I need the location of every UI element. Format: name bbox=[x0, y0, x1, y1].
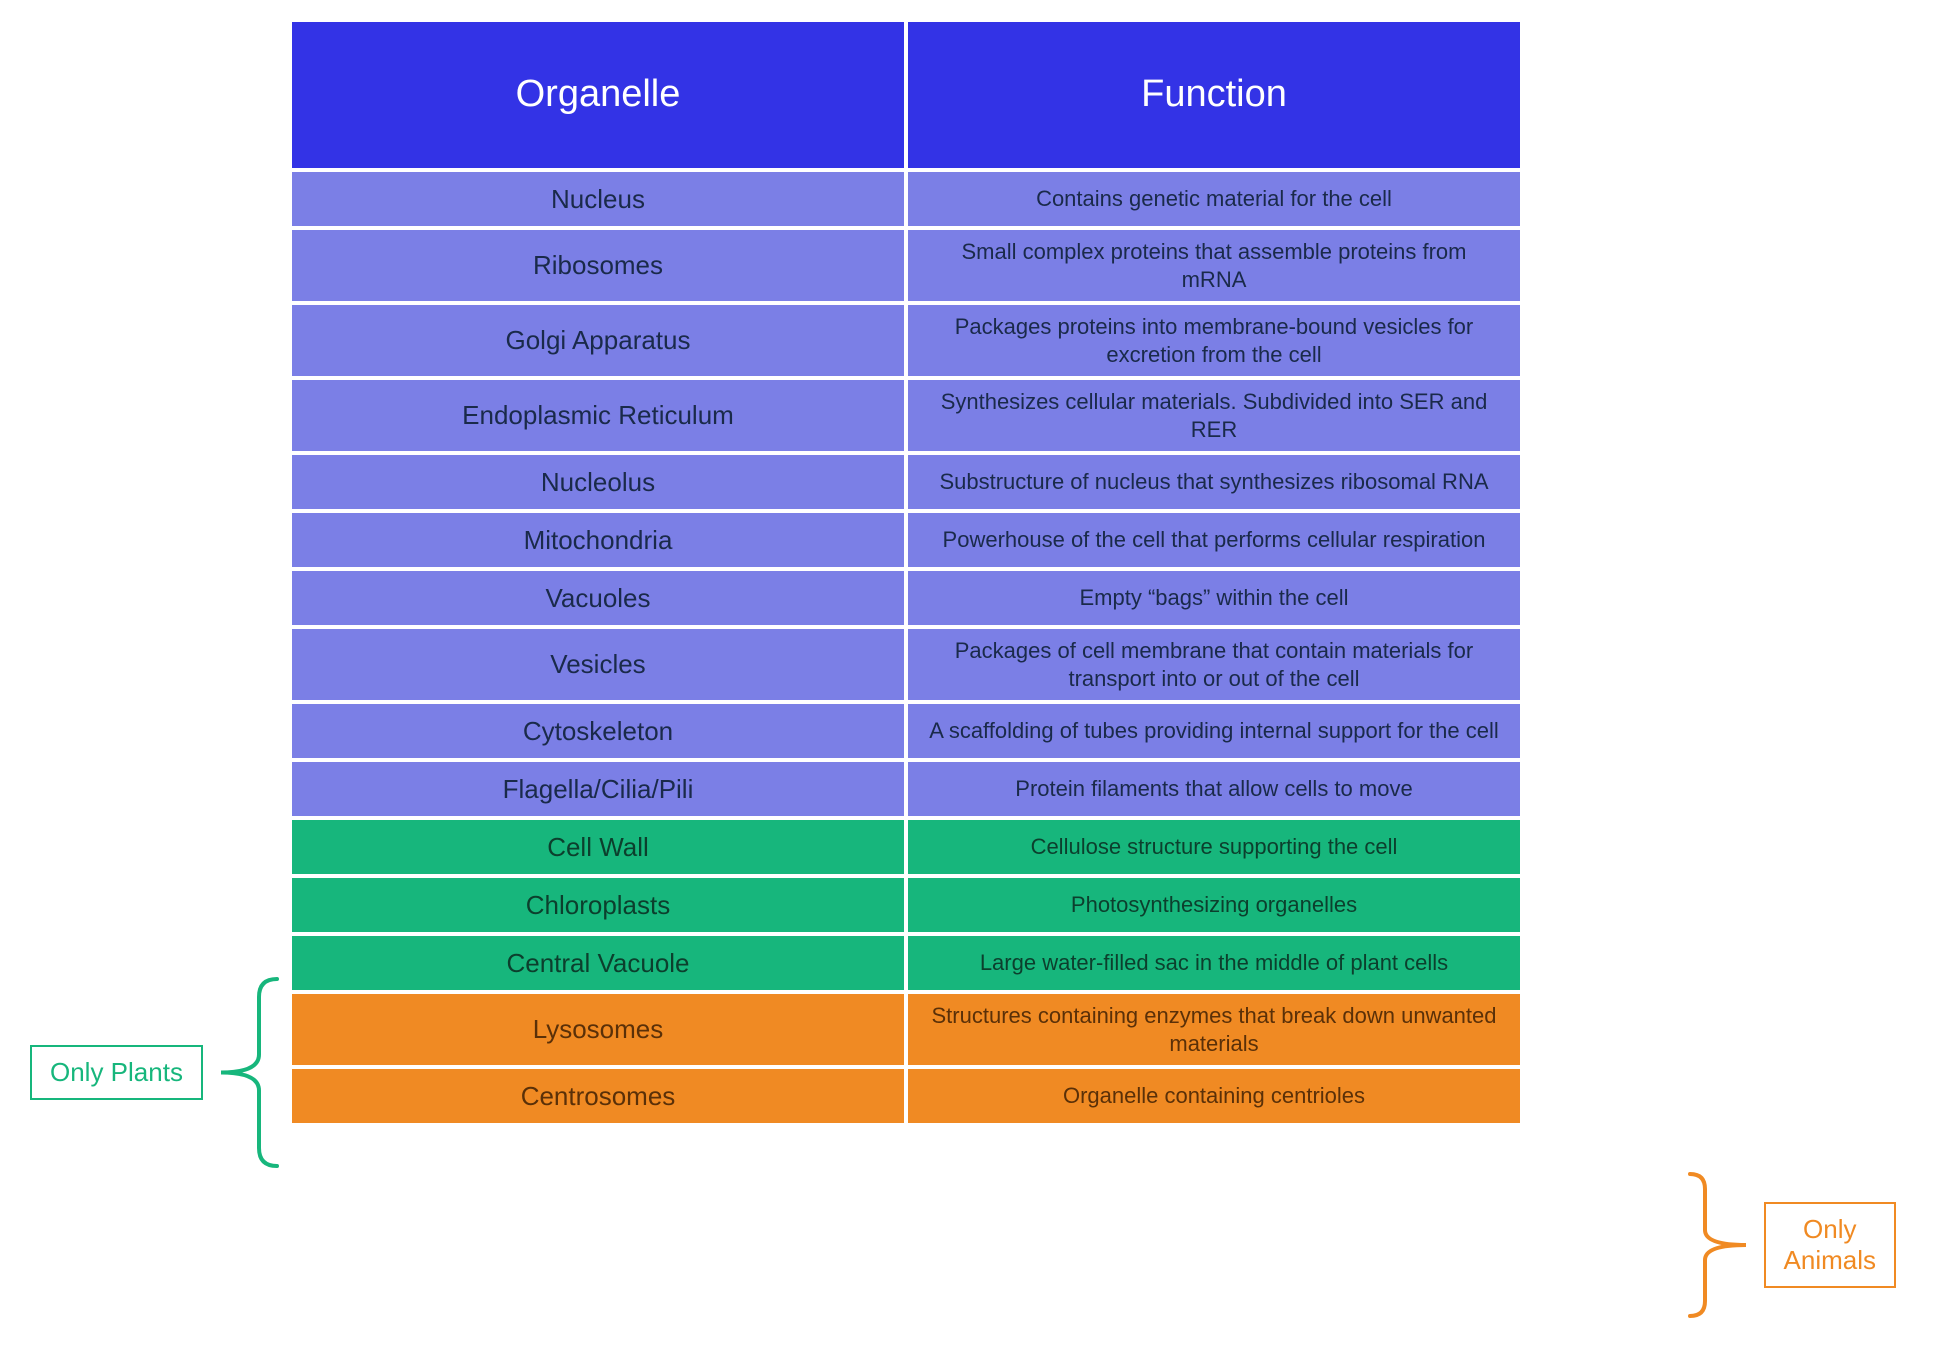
table-row: NucleolusSubstructure of nucleus that sy… bbox=[290, 453, 1522, 511]
organelle-name: Chloroplasts bbox=[290, 876, 906, 934]
organelle-name: Mitochondria bbox=[290, 511, 906, 569]
organelle-function: Large water-filled sac in the middle of … bbox=[906, 934, 1522, 992]
col-header-function: Function bbox=[906, 20, 1522, 170]
table-body: NucleusContains genetic material for the… bbox=[290, 170, 1522, 1125]
organelle-name: Ribosomes bbox=[290, 228, 906, 303]
organelle-function: Cellulose structure supporting the cell bbox=[906, 818, 1522, 876]
table-row: VesiclesPackages of cell membrane that c… bbox=[290, 627, 1522, 702]
organelle-function: Photosynthesizing organelles bbox=[906, 876, 1522, 934]
table-row: MitochondriaPowerhouse of the cell that … bbox=[290, 511, 1522, 569]
organelle-function: Protein filaments that allow cells to mo… bbox=[906, 760, 1522, 818]
organelle-function: Packages of cell membrane that contain m… bbox=[906, 627, 1522, 702]
table-row: NucleusContains genetic material for the… bbox=[290, 170, 1522, 228]
organelle-name: Cytoskeleton bbox=[290, 702, 906, 760]
annotation-label-animals: Only Animals bbox=[1764, 1202, 1896, 1288]
organelle-function: A scaffolding of tubes providing interna… bbox=[906, 702, 1522, 760]
organelle-function: Structures containing enzymes that break… bbox=[906, 992, 1522, 1067]
organelle-table: Organelle Function NucleusContains genet… bbox=[290, 20, 1522, 1125]
brace-icon bbox=[1686, 1170, 1756, 1320]
organelle-function: Synthesizes cellular materials. Subdivid… bbox=[906, 378, 1522, 453]
table-row: ChloroplastsPhotosynthesizing organelles bbox=[290, 876, 1522, 934]
organelle-function: Organelle containing centrioles bbox=[906, 1067, 1522, 1125]
organelle-name: Vesicles bbox=[290, 627, 906, 702]
organelle-function: Empty “bags” within the cell bbox=[906, 569, 1522, 627]
organelle-name: Endoplasmic Reticulum bbox=[290, 378, 906, 453]
organelle-name: Central Vacuole bbox=[290, 934, 906, 992]
brace-icon bbox=[211, 975, 281, 1170]
annotation-only-animals: Only Animals bbox=[1522, 1170, 1896, 1320]
organelle-name: Golgi Apparatus bbox=[290, 303, 906, 378]
organelle-function: Substructure of nucleus that synthesizes… bbox=[906, 453, 1522, 511]
table-row: Flagella/Cilia/PiliProtein filaments tha… bbox=[290, 760, 1522, 818]
organelle-function: Packages proteins into membrane-bound ve… bbox=[906, 303, 1522, 378]
organelle-function: Small complex proteins that assemble pro… bbox=[906, 228, 1522, 303]
annotation-label-plants: Only Plants bbox=[30, 1045, 203, 1100]
annotation-only-plants: Only Plants bbox=[30, 975, 290, 1170]
table-row: CentrosomesOrganelle containing centriol… bbox=[290, 1067, 1522, 1125]
organelle-name: Centrosomes bbox=[290, 1067, 906, 1125]
organelle-function: Powerhouse of the cell that performs cel… bbox=[906, 511, 1522, 569]
table-row: Golgi ApparatusPackages proteins into me… bbox=[290, 303, 1522, 378]
table-row: CytoskeletonA scaffolding of tubes provi… bbox=[290, 702, 1522, 760]
organelle-name: Cell Wall bbox=[290, 818, 906, 876]
table-header-row: Organelle Function bbox=[290, 20, 1522, 170]
table-row: VacuolesEmpty “bags” within the cell bbox=[290, 569, 1522, 627]
col-header-organelle: Organelle bbox=[290, 20, 906, 170]
organelle-name: Vacuoles bbox=[290, 569, 906, 627]
organelle-function: Contains genetic material for the cell bbox=[906, 170, 1522, 228]
table-row: Cell WallCellulose structure supporting … bbox=[290, 818, 1522, 876]
table-row: LysosomesStructures containing enzymes t… bbox=[290, 992, 1522, 1067]
organelle-name: Nucleus bbox=[290, 170, 906, 228]
table-row: Endoplasmic ReticulumSynthesizes cellula… bbox=[290, 378, 1522, 453]
table-row: Central VacuoleLarge water-filled sac in… bbox=[290, 934, 1522, 992]
organelle-name: Flagella/Cilia/Pili bbox=[290, 760, 906, 818]
table-row: RibosomesSmall complex proteins that ass… bbox=[290, 228, 1522, 303]
organelle-name: Lysosomes bbox=[290, 992, 906, 1067]
organelle-name: Nucleolus bbox=[290, 453, 906, 511]
